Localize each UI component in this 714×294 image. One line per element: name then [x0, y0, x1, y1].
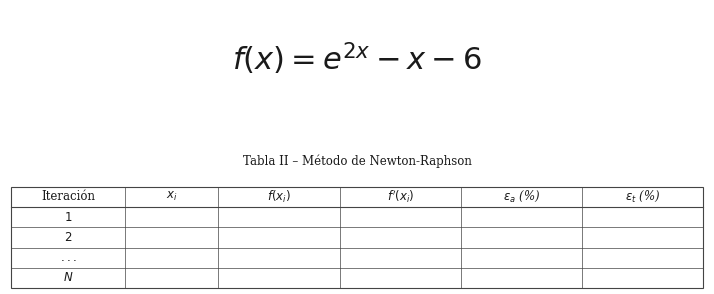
- Text: $f(x_i)$: $f(x_i)$: [267, 189, 291, 205]
- Text: $2$: $2$: [64, 231, 72, 244]
- Text: Iteración: Iteración: [41, 190, 95, 203]
- Text: Tabla II – Método de Newton-Raphson: Tabla II – Método de Newton-Raphson: [243, 155, 471, 168]
- Bar: [11, 187, 703, 288]
- Text: $x_i$: $x_i$: [166, 190, 178, 203]
- Text: $N$: $N$: [63, 271, 73, 285]
- Text: $...$: $...$: [59, 251, 76, 264]
- Text: $1$: $1$: [64, 211, 72, 224]
- Text: $f(x) = e^{2x} - x - 6$: $f(x) = e^{2x} - x - 6$: [232, 41, 482, 77]
- Text: $f'(x_i)$: $f'(x_i)$: [386, 188, 414, 205]
- Text: $\varepsilon_a$ (%): $\varepsilon_a$ (%): [503, 189, 540, 204]
- Text: $\varepsilon_t$ (%): $\varepsilon_t$ (%): [625, 189, 660, 204]
